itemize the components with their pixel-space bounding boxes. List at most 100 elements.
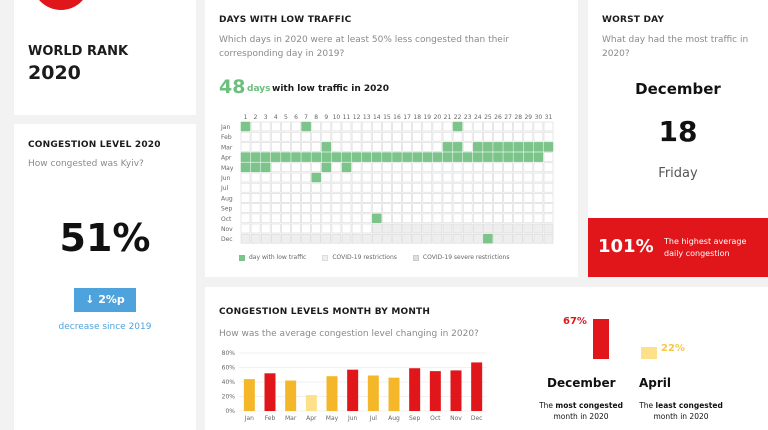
delta-badge: ↓ 2%p xyxy=(74,288,136,312)
day-cell xyxy=(392,121,402,132)
day-cell xyxy=(523,213,534,224)
low-traffic-day-cell xyxy=(503,152,513,162)
low-traffic-day-cell xyxy=(240,121,251,132)
day-cell xyxy=(250,203,261,213)
day-cell xyxy=(493,172,503,183)
low-traffic-day-cell xyxy=(483,152,493,162)
low-traffic-title: DAYS WITH LOW TRAFFIC xyxy=(219,15,352,25)
day-cell xyxy=(543,193,554,203)
day-cell xyxy=(493,131,503,142)
day-cell xyxy=(341,203,352,213)
day-cell xyxy=(392,162,402,173)
day-cell xyxy=(543,162,554,173)
worst-day-date: 18 xyxy=(658,115,698,148)
month-label: May xyxy=(221,165,234,172)
day-cell xyxy=(543,131,554,142)
day-cell xyxy=(493,223,503,234)
day-cell xyxy=(483,172,493,183)
day-cell xyxy=(543,203,554,213)
day-cell xyxy=(372,142,382,152)
day-cell xyxy=(361,162,372,173)
day-cell xyxy=(483,162,493,173)
day-cell xyxy=(493,121,503,132)
legend-restriction-label: COVID-19 restrictions xyxy=(332,254,397,261)
low-traffic-day-cell xyxy=(452,152,463,162)
low-traffic-day-cell xyxy=(240,162,251,173)
rank-year: 2020 xyxy=(28,62,81,84)
low-traffic-day-cell xyxy=(321,142,332,152)
day-cell xyxy=(392,172,402,183)
low-traffic-day-cell xyxy=(543,142,554,152)
day-cell xyxy=(432,121,443,132)
low-traffic-day-cell xyxy=(513,152,524,162)
day-cell xyxy=(341,223,352,234)
x-tick-label: Mar xyxy=(285,415,297,422)
day-cell xyxy=(372,233,382,244)
day-cell xyxy=(462,162,473,173)
day-cell xyxy=(503,203,513,213)
day-cell xyxy=(513,131,524,142)
day-cell xyxy=(533,213,544,224)
day-cell xyxy=(392,131,402,142)
day-cell xyxy=(301,162,311,173)
day-cell xyxy=(372,223,382,234)
low-traffic-day-cell xyxy=(341,152,352,162)
day-cell xyxy=(422,172,433,183)
month-label: Nov xyxy=(221,226,233,233)
y-tick-label: 80% xyxy=(222,350,236,357)
day-cell xyxy=(271,172,281,183)
day-cell xyxy=(493,213,503,224)
month-bar xyxy=(409,368,421,411)
low-traffic-day-cell xyxy=(260,152,271,162)
day-label: 10 xyxy=(333,114,341,121)
day-cell xyxy=(361,213,372,224)
day-cell xyxy=(260,182,271,193)
day-cell xyxy=(382,172,392,183)
least-desc-pre: The xyxy=(639,401,654,410)
day-cell xyxy=(432,172,443,183)
day-cell xyxy=(301,131,311,142)
day-cell xyxy=(533,182,544,193)
low-traffic-day-cell xyxy=(513,142,524,152)
day-cell xyxy=(392,223,402,234)
day-cell xyxy=(513,162,524,173)
month-label: Feb xyxy=(221,134,232,141)
most-bar xyxy=(593,319,609,359)
monthly-question: How was the average congestion level cha… xyxy=(219,329,479,339)
day-cell xyxy=(382,131,392,142)
day-cell xyxy=(271,142,281,152)
monthly-title: CONGESTION LEVELS MONTH BY MONTH xyxy=(219,307,431,317)
day-cell xyxy=(321,233,332,244)
day-cell xyxy=(311,131,321,142)
month-label: Jul xyxy=(220,185,229,192)
day-cell xyxy=(533,131,544,142)
day-cell xyxy=(372,131,382,142)
low-traffic-day-cell xyxy=(291,152,301,162)
month-label: Apr xyxy=(221,155,232,162)
month-label: Jan xyxy=(220,124,230,131)
day-cell xyxy=(351,213,362,224)
day-cell xyxy=(483,203,493,213)
day-cell xyxy=(412,142,422,152)
day-cell xyxy=(341,213,352,224)
month-bar xyxy=(285,380,297,411)
day-cell xyxy=(503,162,513,173)
day-cell xyxy=(523,182,534,193)
day-cell xyxy=(372,203,382,213)
day-cell xyxy=(260,213,271,224)
day-cell xyxy=(422,162,433,173)
day-cell xyxy=(392,182,402,193)
low-traffic-day-cell xyxy=(432,152,443,162)
day-cell xyxy=(422,223,433,234)
low-traffic-day-cell xyxy=(250,152,261,162)
day-cell xyxy=(260,233,271,244)
day-cell xyxy=(422,203,433,213)
day-cell xyxy=(321,182,332,193)
day-cell xyxy=(240,223,251,234)
day-cell xyxy=(472,223,483,234)
day-cell xyxy=(271,182,281,193)
day-cell xyxy=(321,121,332,132)
worst-day-title: WORST DAY xyxy=(602,15,665,25)
day-cell xyxy=(452,233,463,244)
day-cell xyxy=(291,131,301,142)
